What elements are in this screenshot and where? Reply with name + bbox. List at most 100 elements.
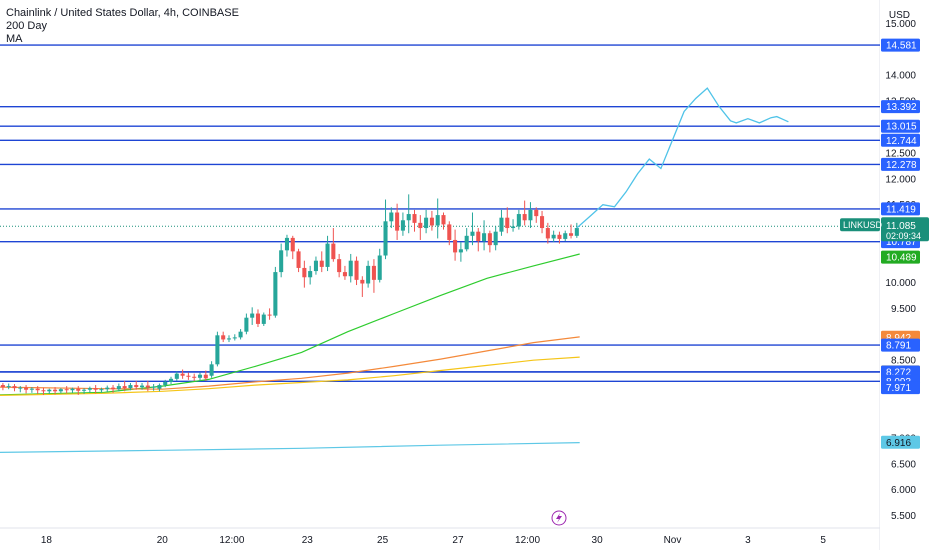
price-label: 8.791 [881, 338, 920, 352]
candle [145, 380, 150, 392]
candle-body [400, 220, 405, 231]
indicator-name-line2[interactable]: MA [6, 33, 23, 45]
candle-body [505, 217, 510, 229]
candle [383, 199, 388, 260]
indicator-name-line1[interactable]: 200 Day [6, 20, 47, 32]
candle-body [377, 255, 382, 280]
candle [551, 230, 556, 243]
candle [87, 386, 92, 393]
price-label: 10.489 [881, 250, 920, 264]
symbol-tag-text: LINKUSD [843, 220, 883, 230]
candle [511, 219, 516, 232]
candle [354, 256, 359, 286]
candle-body [511, 226, 516, 229]
time-axis[interactable]: 18 20 12:00 23 25 27 12:00 30 Nov 3 5 [41, 535, 827, 546]
candle-body [464, 235, 469, 250]
projection-path [576, 87, 789, 229]
candle [64, 386, 69, 394]
candle [319, 251, 324, 273]
candle-body [342, 272, 347, 277]
price-label-bg [881, 202, 920, 216]
candle-body [12, 386, 17, 389]
candle [464, 228, 469, 252]
current-price-countdown: 02:09:34 [886, 231, 921, 241]
candle [574, 222, 579, 238]
moving-average-line [0, 442, 580, 453]
candle-body [453, 239, 458, 253]
candle-body [383, 221, 388, 256]
candle [453, 229, 458, 261]
candle-body [203, 374, 208, 379]
candle [487, 230, 492, 253]
candle [557, 231, 562, 244]
candle-body [360, 279, 365, 284]
candle [41, 387, 46, 395]
x-tick-label: 12:00 [219, 535, 244, 546]
symbol-tag-bg [840, 218, 880, 232]
candle [82, 388, 87, 394]
price-label-bg [881, 133, 920, 147]
price-label-text: 8.791 [886, 341, 911, 352]
y-tick-label: 12.000 [885, 174, 916, 185]
candle [261, 312, 266, 326]
candle-body [24, 387, 29, 390]
candle [250, 307, 255, 325]
candle-body [87, 388, 92, 390]
candle [360, 276, 365, 297]
price-label-bg [881, 250, 920, 264]
candle-body [534, 209, 539, 217]
candle [99, 387, 104, 393]
candles[interactable] [0, 194, 579, 395]
candle-body [331, 243, 336, 260]
candle-body [406, 214, 411, 221]
candle [203, 370, 208, 381]
candle-body [41, 390, 46, 392]
candle [302, 260, 307, 288]
lightning-icon[interactable] [551, 510, 567, 526]
candle [447, 221, 452, 246]
x-tick-label: 18 [41, 535, 53, 546]
candle [151, 384, 156, 391]
chart-legend[interactable]: Chainlink / United States Dollar, 4h, CO… [6, 7, 239, 46]
candle [499, 209, 504, 236]
candle [284, 234, 289, 257]
symbol-title[interactable]: Chainlink / United States Dollar, 4h, CO… [6, 7, 239, 19]
candle [186, 372, 191, 380]
candle-body [366, 265, 371, 284]
candle [569, 224, 574, 239]
candle [180, 369, 185, 379]
candle-body [116, 386, 121, 390]
candle-body [429, 217, 434, 226]
candle-body [215, 335, 220, 365]
y-tick-label: 9.500 [891, 304, 916, 315]
candle-body [487, 233, 492, 246]
candle [505, 207, 510, 234]
candle-body [348, 260, 353, 277]
price-label-text: 8.942 [886, 333, 911, 344]
candle-body [545, 228, 550, 239]
candle [226, 335, 232, 343]
y-tick-label: 14.000 [885, 71, 916, 82]
price-label: 14.581 [881, 38, 920, 52]
price-label-bg [881, 100, 920, 114]
candle-body [29, 388, 34, 390]
price-label: 12.278 [881, 157, 920, 171]
candle-body [111, 387, 116, 390]
candle-body [476, 231, 481, 241]
candle-body [35, 388, 40, 391]
candle [18, 386, 23, 393]
candle-body [244, 317, 249, 332]
price-label-text: 12.278 [886, 160, 917, 171]
price-axis[interactable]: 15.00014.00013.50012.50012.00011.50010.0… [880, 0, 932, 550]
x-tick-label: 12:00 [515, 535, 540, 546]
moving-average-line [0, 253, 580, 396]
currency-label[interactable]: USD [888, 10, 910, 21]
candle [366, 260, 371, 288]
price-label-bg [881, 381, 920, 395]
candle-body [93, 388, 98, 390]
candle-body [157, 385, 162, 389]
candle-body [563, 233, 568, 239]
candle-body [435, 215, 440, 226]
